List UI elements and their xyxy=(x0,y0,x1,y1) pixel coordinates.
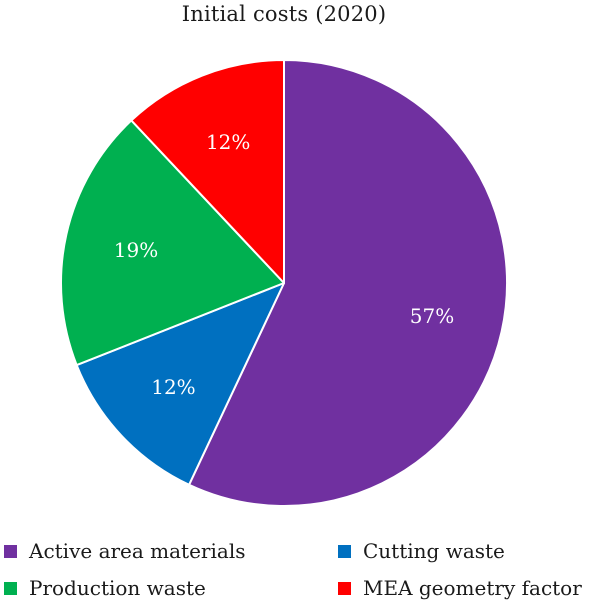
legend-label: Active area materials xyxy=(29,539,246,563)
legend-label: MEA geometry factor xyxy=(363,576,582,600)
pie-slice-cutting-waste xyxy=(75,282,285,486)
legend-swatch xyxy=(4,581,17,595)
legend-item-cutting-waste: Cutting waste xyxy=(338,539,505,563)
legend-swatch xyxy=(4,544,17,558)
legend-label: Production waste xyxy=(29,576,206,600)
pie-data-label-cutting-waste: 12% xyxy=(151,375,195,399)
pie-slice-mea-geometry-factor xyxy=(130,59,285,284)
pie-data-label-production-waste: 19% xyxy=(114,238,158,262)
legend-swatch xyxy=(338,544,351,558)
legend-swatch xyxy=(338,581,351,595)
legend-item-mea-geometry-factor: MEA geometry factor xyxy=(338,576,582,600)
legend-item-production-waste: Production waste xyxy=(4,576,206,600)
pie-data-label-active-area-materials: 57% xyxy=(410,304,454,328)
pie-slice-active-area-materials xyxy=(188,59,508,507)
pie-data-label-mea-geometry-factor: 12% xyxy=(206,130,250,154)
legend-item-active-area-materials: Active area materials xyxy=(4,539,245,563)
pie-slice-production-waste xyxy=(60,119,285,367)
legend-label: Cutting waste xyxy=(363,539,505,563)
chart-title: Initial costs (2020) xyxy=(181,2,387,26)
pie-chart: 57% 12% 19% 12% xyxy=(60,59,508,507)
